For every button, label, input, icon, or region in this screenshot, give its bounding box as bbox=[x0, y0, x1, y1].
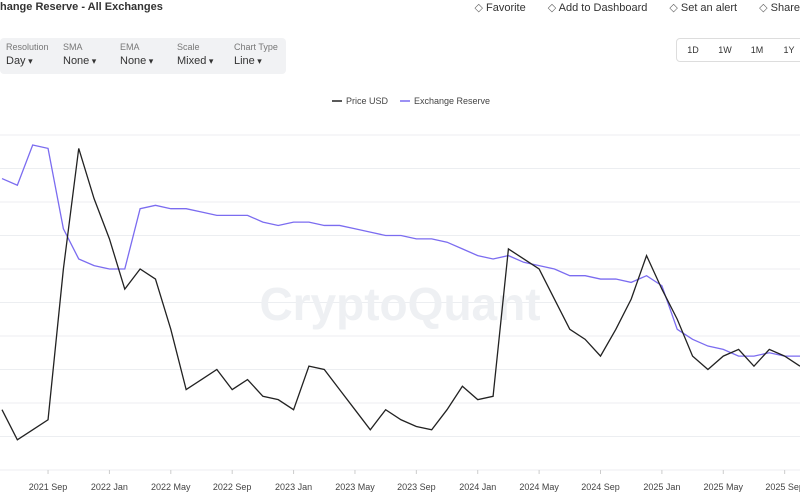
range-button[interactable]: 1Y bbox=[783, 45, 795, 55]
control-value[interactable]: Day bbox=[6, 55, 51, 67]
legend-label: Exchange Reserve bbox=[414, 96, 490, 106]
x-tick-label: 2025 Sep bbox=[765, 482, 800, 492]
x-tick-label: 2024 Jan bbox=[459, 482, 496, 492]
control-label: Scale bbox=[177, 42, 200, 52]
control[interactable]: EMA None bbox=[114, 38, 171, 74]
control-label: EMA bbox=[120, 42, 140, 52]
control-label: Chart Type bbox=[234, 42, 278, 52]
action-button[interactable]: Add to Dashboard bbox=[548, 1, 648, 14]
range-selector: 1D 1W 1M 1Y bbox=[676, 38, 800, 62]
x-tick-label: 2021 Sep bbox=[29, 482, 68, 492]
control-label: Resolution bbox=[6, 42, 49, 52]
control[interactable]: Scale Mixed bbox=[171, 38, 228, 74]
range-button[interactable]: 1D bbox=[687, 45, 699, 55]
range-button[interactable]: 1M bbox=[750, 45, 764, 55]
control-value[interactable]: Line bbox=[234, 55, 279, 67]
control[interactable]: Resolution Day bbox=[0, 38, 57, 74]
range-button[interactable]: 1W bbox=[718, 45, 732, 55]
x-tick-label: 2023 May bbox=[335, 482, 375, 492]
x-tick-label: 2023 Jan bbox=[275, 482, 312, 492]
control-value[interactable]: Mixed bbox=[177, 55, 222, 67]
controls: Resolution Day SMA None EMA None Scale Mixed Cha… bbox=[0, 38, 286, 74]
control-value[interactable]: None bbox=[63, 55, 108, 67]
action-button[interactable]: Set an alert bbox=[669, 1, 737, 14]
x-tick-label: 2022 Sep bbox=[213, 482, 252, 492]
action-button[interactable]: Favorite bbox=[474, 1, 526, 14]
control[interactable]: Chart Type Line bbox=[228, 38, 285, 74]
control-value[interactable]: None bbox=[120, 55, 165, 67]
title: hange Reserve - All Exchanges bbox=[0, 1, 163, 13]
x-tick-label: 2022 May bbox=[151, 482, 191, 492]
x-tick-label: 2025 Jan bbox=[643, 482, 680, 492]
x-tick-label: 2024 May bbox=[519, 482, 559, 492]
header: hange Reserve - All Exchanges Favorite Ad… bbox=[0, 0, 800, 16]
control-label: SMA bbox=[63, 42, 83, 52]
action-button[interactable]: Share bbox=[759, 1, 800, 14]
watermark: CryptoQuant bbox=[259, 278, 540, 330]
x-tick-label: 2022 Jan bbox=[91, 482, 128, 492]
x-tick-label: 2024 Sep bbox=[581, 482, 620, 492]
series-line bbox=[1, 148, 800, 441]
legend-label: Price USD bbox=[346, 96, 389, 106]
actions: Favorite Add to Dashboard Set an alert Shar… bbox=[474, 1, 800, 14]
x-tick-label: 2025 May bbox=[704, 482, 744, 492]
control[interactable]: SMA None bbox=[57, 38, 114, 74]
x-tick-label: 2023 Sep bbox=[397, 482, 436, 492]
